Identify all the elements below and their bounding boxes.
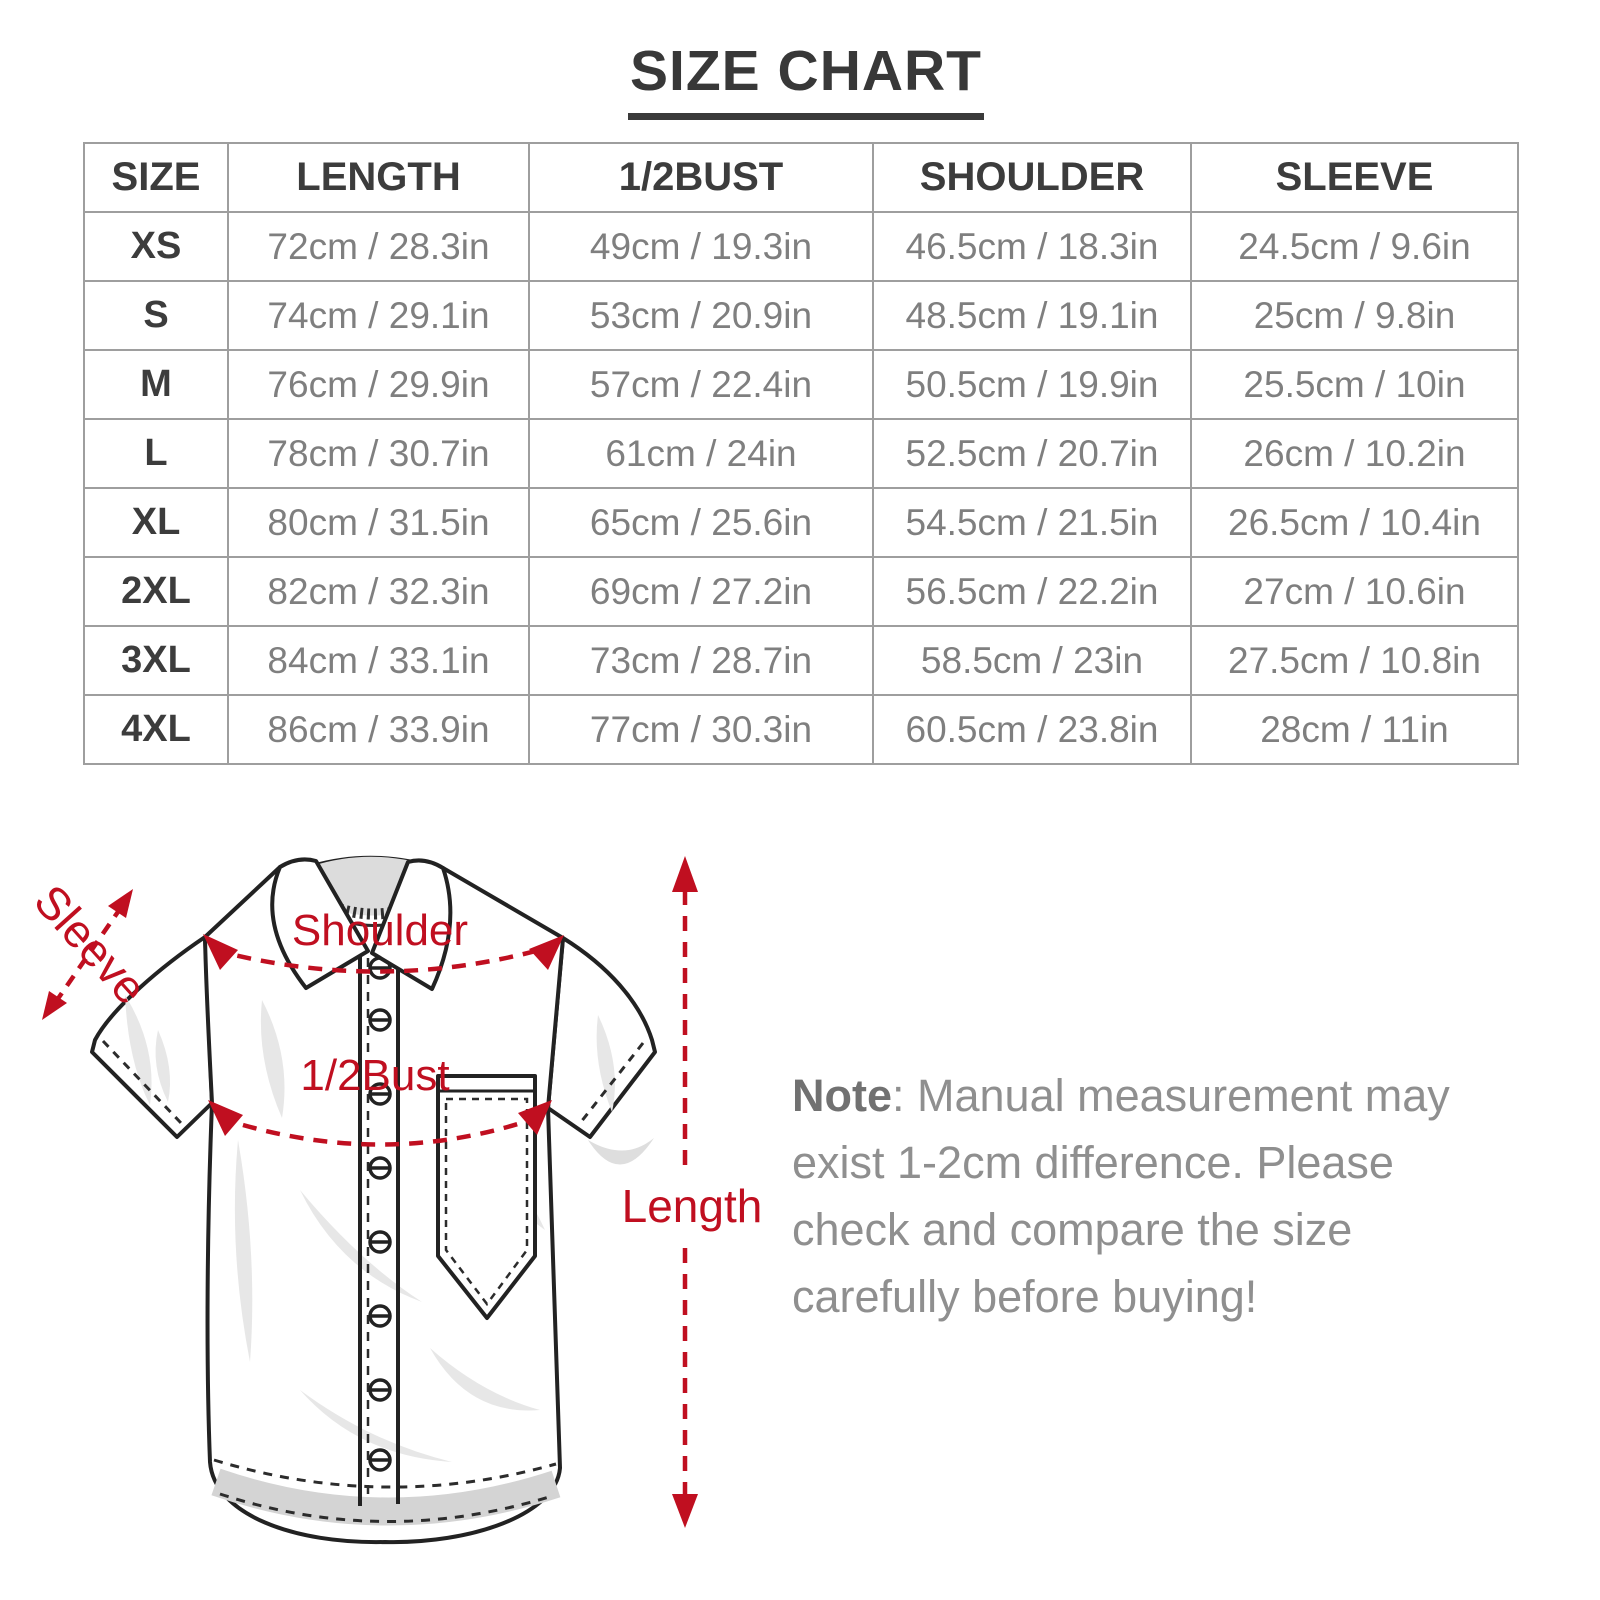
bust-label: 1/2Bust bbox=[300, 1051, 449, 1100]
left-sleeve bbox=[90, 935, 214, 1139]
bust-value: 65cm / 25.6in bbox=[528, 487, 874, 558]
table-header-row: SIZE LENGTH 1/2BUST SHOULDER SLEEVE bbox=[83, 142, 1519, 213]
table-row: 2XL 82cm / 32.3in 69cm / 27.2in 56.5cm /… bbox=[83, 556, 1519, 627]
bust-arrowhead-left bbox=[208, 1100, 243, 1136]
shirt-body-outline bbox=[203, 855, 565, 1545]
shoulder-value: 60.5cm / 23.8in bbox=[872, 694, 1192, 765]
right-sleeve bbox=[546, 936, 657, 1139]
length-label: Length bbox=[622, 1180, 763, 1232]
shoulder-label: Shoulder bbox=[292, 906, 468, 955]
sleeve-value: 24.5cm / 9.6in bbox=[1190, 211, 1519, 282]
header-shoulder: SHOULDER bbox=[872, 142, 1192, 213]
sleeve-value: 28cm / 11in bbox=[1190, 694, 1519, 765]
size-label: XL bbox=[83, 487, 229, 558]
cuff-shadow bbox=[588, 1138, 654, 1165]
sleeve-value: 27.5cm / 10.8in bbox=[1190, 625, 1519, 696]
length-value: 76cm / 29.9in bbox=[227, 349, 530, 420]
size-label: M bbox=[83, 349, 229, 420]
shoulder-value: 54.5cm / 21.5in bbox=[872, 487, 1192, 558]
sleeve-value: 27cm / 10.6in bbox=[1190, 556, 1519, 627]
measurement-note: Note: Manual measurement may exist 1-2cm… bbox=[792, 1062, 1472, 1330]
shirt-body bbox=[205, 857, 563, 1543]
wrinkle-shading bbox=[125, 995, 615, 1462]
shoulder-value: 56.5cm / 22.2in bbox=[872, 556, 1192, 627]
table-row: L 78cm / 30.7in 61cm / 24in 52.5cm / 20.… bbox=[83, 418, 1519, 489]
length-arrowhead-top bbox=[672, 856, 698, 892]
bust-value: 73cm / 28.7in bbox=[528, 625, 874, 696]
bust-arrowhead-right bbox=[518, 1100, 552, 1135]
hem-stitch-top bbox=[213, 1458, 557, 1489]
length-value: 84cm / 33.1in bbox=[227, 625, 530, 696]
neck-inner bbox=[312, 856, 440, 916]
table-row: 4XL 86cm / 33.9in 77cm / 30.3in 60.5cm /… bbox=[83, 694, 1519, 765]
shoulder-value: 48.5cm / 19.1in bbox=[872, 280, 1192, 351]
sleeve-label: Sleeve bbox=[24, 875, 157, 1014]
left-cuff-stitch bbox=[101, 1039, 183, 1125]
size-label: 4XL bbox=[83, 694, 229, 765]
table-row: 3XL 84cm / 33.1in 73cm / 28.7in 58.5cm /… bbox=[83, 625, 1519, 696]
shoulder-arrowhead-left bbox=[203, 934, 238, 970]
header-bust: 1/2BUST bbox=[528, 142, 874, 213]
size-label: 2XL bbox=[83, 556, 229, 627]
length-arrowhead-bottom bbox=[672, 1494, 698, 1528]
measurement-arrows bbox=[42, 856, 698, 1528]
shoulder-value: 58.5cm / 23in bbox=[872, 625, 1192, 696]
length-value: 74cm / 29.1in bbox=[227, 280, 530, 351]
length-value: 86cm / 33.9in bbox=[227, 694, 530, 765]
sleeve-value: 26cm / 10.2in bbox=[1190, 418, 1519, 489]
collar-stand-hatch bbox=[317, 894, 435, 920]
size-label: S bbox=[83, 280, 229, 351]
shoulder-arrow bbox=[213, 943, 555, 974]
sleeve-value: 26.5cm / 10.4in bbox=[1190, 487, 1519, 558]
shoulder-value: 50.5cm / 19.9in bbox=[872, 349, 1192, 420]
table-row: S 74cm / 29.1in 53cm / 20.9in 48.5cm / 1… bbox=[83, 280, 1519, 351]
hem-band bbox=[211, 1468, 561, 1526]
table-row: XL 80cm / 31.5in 65cm / 25.6in 54.5cm / … bbox=[83, 487, 1519, 558]
size-label: XS bbox=[83, 211, 229, 282]
sleeve-arrow bbox=[53, 904, 124, 1005]
size-label: 3XL bbox=[83, 625, 229, 696]
length-value: 80cm / 31.5in bbox=[227, 487, 530, 558]
bust-value: 77cm / 30.3in bbox=[528, 694, 874, 765]
shoulder-arrowhead-right bbox=[529, 935, 564, 970]
bust-value: 61cm / 24in bbox=[528, 418, 874, 489]
shoulder-value: 46.5cm / 18.3in bbox=[872, 211, 1192, 282]
note-text: : Manual measurement may exist 1-2cm dif… bbox=[792, 1070, 1450, 1322]
bust-value: 53cm / 20.9in bbox=[528, 280, 874, 351]
sleeve-value: 25cm / 9.8in bbox=[1190, 280, 1519, 351]
collar-right-flap bbox=[370, 858, 453, 991]
collar-left-flap bbox=[270, 857, 370, 990]
sleeve-arrowhead-bottom bbox=[42, 991, 67, 1020]
table-row: XS 72cm / 28.3in 49cm / 19.3in 46.5cm / … bbox=[83, 211, 1519, 282]
bust-value: 49cm / 19.3in bbox=[528, 211, 874, 282]
hem-stitch-bottom bbox=[219, 1492, 553, 1523]
length-value: 78cm / 30.7in bbox=[227, 418, 530, 489]
bust-value: 57cm / 22.4in bbox=[528, 349, 874, 420]
header-length: LENGTH bbox=[227, 142, 530, 213]
sleeve-value: 25.5cm / 10in bbox=[1190, 349, 1519, 420]
collar-stand-line bbox=[321, 908, 431, 927]
shoulder-value: 52.5cm / 20.7in bbox=[872, 418, 1192, 489]
chest-pocket bbox=[436, 1074, 537, 1320]
size-table: SIZE LENGTH 1/2BUST SHOULDER SLEEVE XS 7… bbox=[83, 142, 1519, 765]
right-cuff-stitch bbox=[579, 1042, 645, 1123]
length-value: 82cm / 32.3in bbox=[227, 556, 530, 627]
bust-value: 69cm / 27.2in bbox=[528, 556, 874, 627]
bust-arrow bbox=[219, 1113, 543, 1147]
measurement-labels: Sleeve Shoulder 1/2Bust Length bbox=[24, 875, 762, 1232]
collar bbox=[270, 856, 453, 991]
table-row: M 76cm / 29.9in 57cm / 22.4in 50.5cm / 1… bbox=[83, 349, 1519, 420]
shirt-drawing bbox=[90, 855, 657, 1545]
sleeve-arrowhead-top bbox=[108, 889, 133, 918]
header-size: SIZE bbox=[83, 142, 229, 213]
note-label: Note bbox=[792, 1070, 892, 1121]
buttons bbox=[368, 956, 392, 1472]
header-sleeve: SLEEVE bbox=[1190, 142, 1519, 213]
size-label: L bbox=[83, 418, 229, 489]
page-title: SIZE CHART bbox=[628, 38, 984, 120]
length-value: 72cm / 28.3in bbox=[227, 211, 530, 282]
